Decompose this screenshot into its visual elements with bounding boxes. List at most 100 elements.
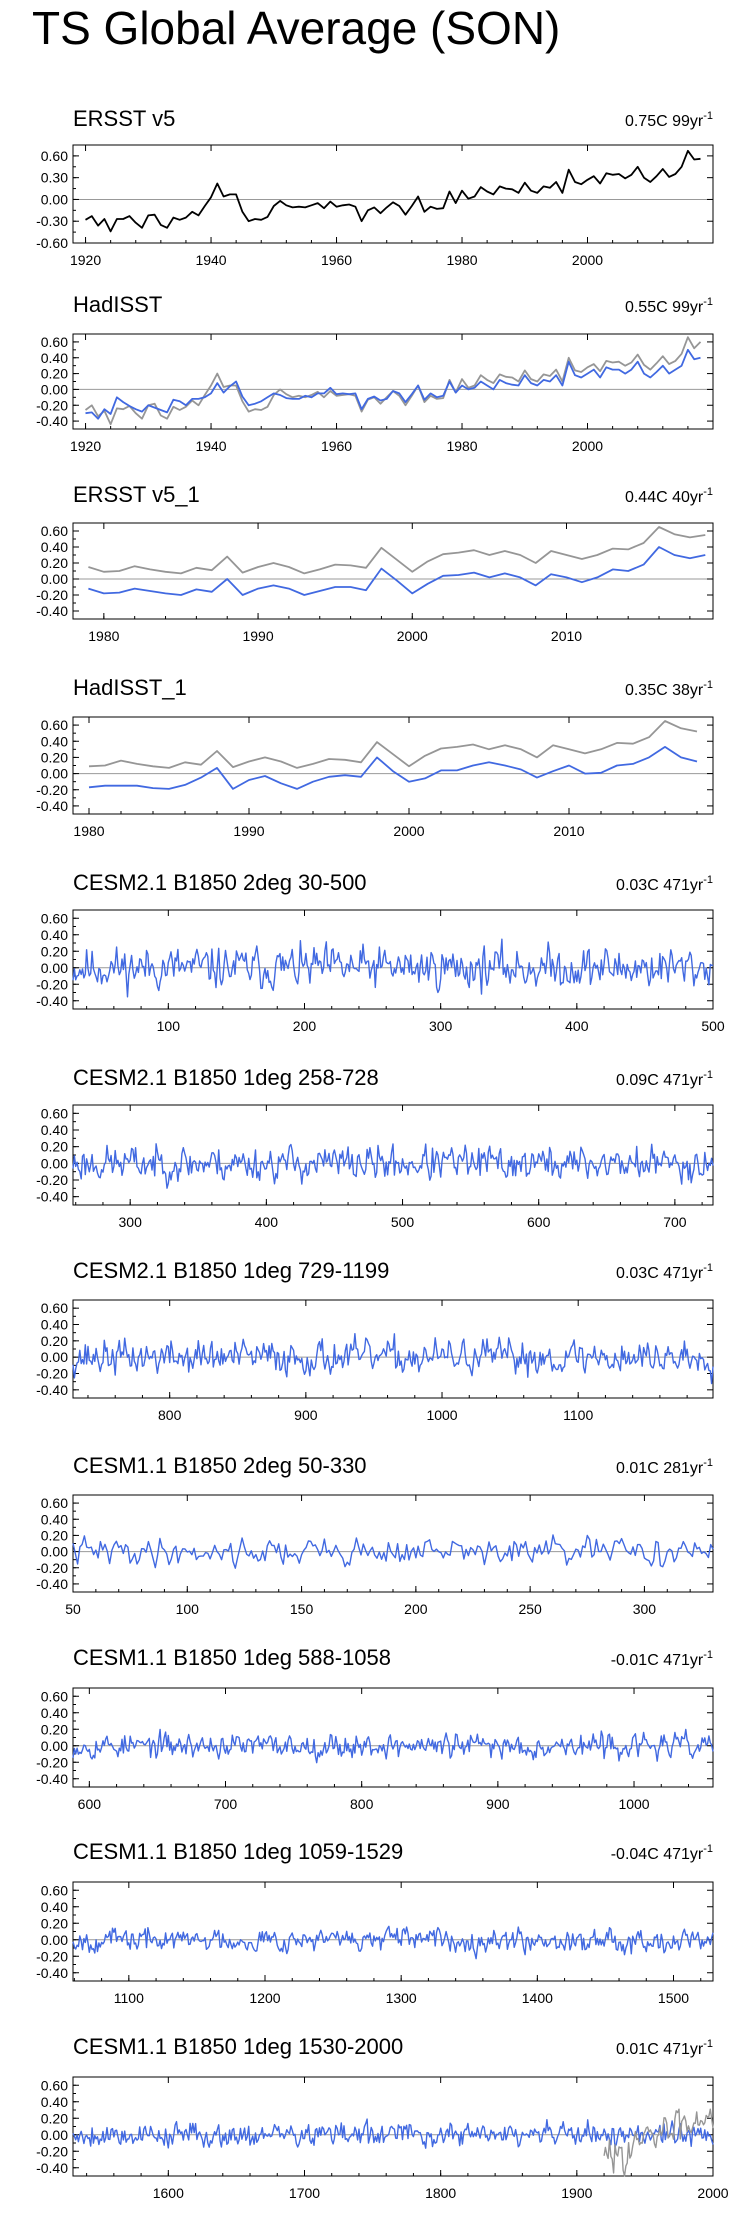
series-line — [88, 546, 706, 596]
chart-panel: HadISST_1 0.35C 38yr-1-0.40-0.200.000.200… — [36, 675, 714, 839]
x-tick-label: 1300 — [386, 1990, 417, 2006]
x-tick-label: 1960 — [321, 438, 352, 454]
x-tick-label: 2000 — [397, 628, 428, 644]
y-tick-label: -0.40 — [36, 1189, 68, 1205]
trend-span: 471yr — [663, 877, 704, 894]
y-tick-label: -0.20 — [36, 782, 68, 798]
panel-title: CESM1.1 B1850 2deg 50-330 — [73, 1453, 367, 1478]
y-tick-label: 0.60 — [41, 1300, 68, 1316]
trend-label: 0.01C 471yr-1 — [616, 2038, 713, 2058]
trend-value: 0.44C — [625, 489, 672, 506]
y-tick-label: 0.40 — [41, 1122, 68, 1138]
chart-panel: CESM1.1 B1850 1deg 588-1058 -0.01C 471yr-… — [36, 1645, 714, 1812]
x-tick-label: 500 — [391, 1214, 415, 1230]
series-line — [72, 1925, 714, 1960]
y-tick-label: 0.00 — [41, 2127, 68, 2143]
x-tick-label: 1980 — [446, 438, 477, 454]
trend-exponent: -1 — [703, 1843, 713, 1855]
x-tick-label: 800 — [158, 1407, 182, 1423]
y-tick-label: -0.40 — [36, 993, 68, 1009]
x-tick-label: 1500 — [658, 1990, 689, 2006]
x-tick-label: 1980 — [446, 252, 477, 268]
series-line — [72, 2118, 714, 2149]
x-tick-label: 250 — [518, 1601, 542, 1617]
x-tick-label: 2000 — [572, 252, 603, 268]
y-tick-label: 0.00 — [41, 1544, 68, 1560]
series-line — [84, 336, 702, 426]
trend-label: 0.01C 281yr-1 — [616, 1457, 713, 1477]
y-tick-label: 0.20 — [41, 1527, 68, 1543]
y-tick-label: 0.40 — [41, 1511, 68, 1527]
series-line — [72, 938, 714, 998]
trend-exponent: -1 — [703, 486, 713, 498]
y-tick-label: 0.40 — [41, 1899, 68, 1915]
y-tick-label: 0.40 — [41, 350, 68, 366]
y-tick-label: -0.20 — [36, 2143, 68, 2159]
panel-title: CESM2.1 B1850 1deg 258-728 — [73, 1065, 379, 1090]
plot-frame — [72, 2076, 714, 2177]
x-tick-label: 100 — [157, 1018, 181, 1034]
x-tick-label: 1800 — [425, 2185, 456, 2201]
trend-exponent: -1 — [703, 1069, 713, 1081]
y-tick-label: -0.40 — [36, 2160, 68, 2176]
y-tick-label: 0.40 — [41, 733, 68, 749]
trend-label: 0.55C 99yr-1 — [625, 296, 713, 316]
trend-exponent: -1 — [703, 1649, 713, 1661]
y-tick-label: 0.20 — [41, 366, 68, 382]
plot-frame — [72, 522, 714, 620]
series-line — [85, 149, 701, 233]
y-tick-label: -0.60 — [36, 235, 68, 251]
trend-label: 0.09C 471yr-1 — [616, 1069, 713, 1089]
y-tick-label: 0.00 — [41, 960, 68, 976]
trend-value: 0.55C — [625, 299, 672, 316]
x-tick-label: 1000 — [618, 1796, 649, 1812]
y-tick-label: 0.20 — [41, 1721, 68, 1737]
chart-panel: CESM2.1 B1850 1deg 258-728 0.09C 471yr-1-… — [36, 1065, 714, 1230]
trend-exponent: -1 — [703, 679, 713, 691]
y-tick-label: 0.60 — [41, 1882, 68, 1898]
y-tick-label: 0.00 — [41, 1738, 68, 1754]
y-tick-label: -0.40 — [36, 603, 68, 619]
x-tick-label: 900 — [486, 1796, 510, 1812]
x-tick-label: 1200 — [249, 1990, 280, 2006]
x-tick-label: 900 — [294, 1407, 318, 1423]
x-tick-label: 600 — [78, 1796, 102, 1812]
y-tick-label: 0.60 — [41, 1105, 68, 1121]
x-tick-label: 1700 — [289, 2185, 320, 2201]
x-tick-label: 1100 — [563, 1407, 593, 1423]
chart-panel: CESM1.1 B1850 1deg 1530-2000 0.01C 471yr-… — [36, 2034, 729, 2201]
x-tick-label: 1990 — [233, 823, 264, 839]
x-tick-label: 400 — [565, 1018, 589, 1034]
x-tick-label: 1960 — [321, 252, 352, 268]
chart-panel: CESM1.1 B1850 2deg 50-330 0.01C 281yr-1 -0… — [36, 1453, 714, 1617]
y-tick-label: -0.40 — [36, 798, 68, 814]
y-tick-label: -0.40 — [36, 413, 68, 429]
chart-panel: ERSST v5_1 0.44C 40yr-1 -0.40-0.200.000.20… — [36, 482, 714, 644]
series-line — [88, 746, 698, 790]
x-tick-label: 200 — [293, 1018, 317, 1034]
x-tick-label: 300 — [119, 1214, 143, 1230]
panel-title: CESM1.1 B1850 1deg 588-1058 — [73, 1645, 391, 1670]
panel-title: HadISST_1 — [73, 675, 187, 700]
y-tick-label: -0.20 — [36, 397, 68, 413]
trend-span: 38yr — [672, 682, 704, 699]
y-tick-label: 0.00 — [41, 381, 68, 397]
x-tick-label: 1940 — [195, 252, 226, 268]
x-tick-label: 1920 — [70, 438, 101, 454]
y-tick-label: 0.60 — [41, 717, 68, 733]
y-tick-label: 0.20 — [41, 2110, 68, 2126]
y-tick-label: 0.00 — [41, 191, 68, 207]
y-tick-label: 0.20 — [41, 1139, 68, 1155]
y-tick-label: 0.20 — [41, 1333, 68, 1349]
x-tick-label: 800 — [350, 1796, 374, 1812]
x-tick-label: 2000 — [393, 823, 424, 839]
y-tick-label: 0.20 — [41, 943, 68, 959]
panel-title: HadISST — [73, 292, 162, 317]
series-line — [72, 1534, 714, 1569]
x-tick-label: 1980 — [73, 823, 104, 839]
trend-exponent: -1 — [703, 1457, 713, 1469]
x-tick-label: 700 — [214, 1796, 238, 1812]
y-tick-label: 0.60 — [41, 1495, 68, 1511]
y-tick-label: -0.20 — [36, 1560, 68, 1576]
